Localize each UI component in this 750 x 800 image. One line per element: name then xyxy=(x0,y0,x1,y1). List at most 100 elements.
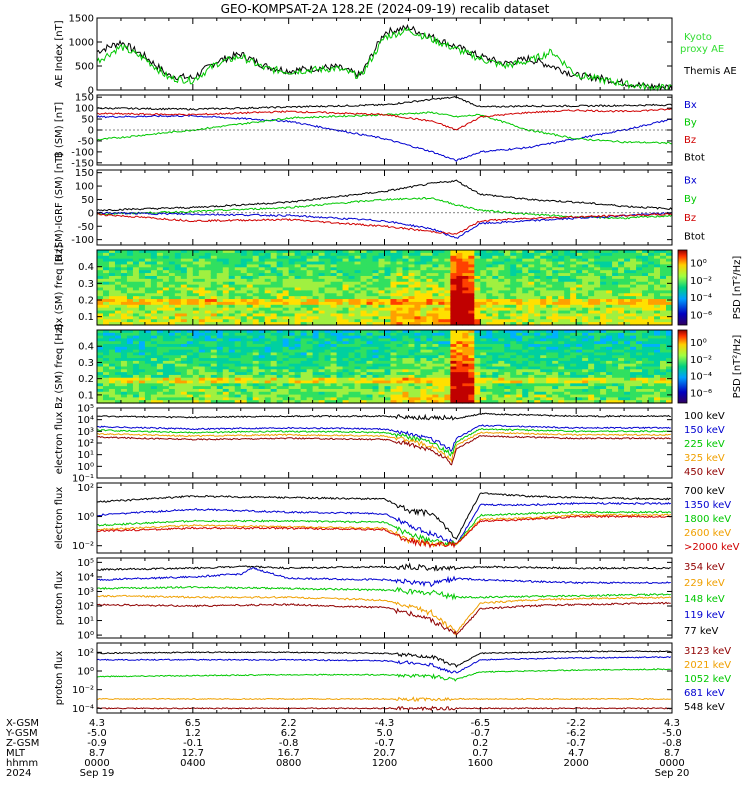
spectrogram-cell xyxy=(186,360,194,365)
spectrogram-cell xyxy=(180,313,188,317)
spectrogram-cell xyxy=(204,307,212,312)
spectrogram-cell xyxy=(204,372,212,376)
spectrogram-cell xyxy=(570,332,577,337)
spectrogram-cell xyxy=(222,358,230,362)
spectrogram-cell xyxy=(594,358,601,362)
spectrogram-cell xyxy=(510,270,517,274)
spectrogram-cell xyxy=(612,264,619,268)
spectrogram-cell xyxy=(150,281,158,286)
spectrogram-cell xyxy=(528,255,535,260)
spectrogram-cell xyxy=(576,296,583,300)
spectrogram-cell xyxy=(456,273,463,277)
spectrogram-cell xyxy=(360,273,368,277)
spectrogram-cell xyxy=(162,338,170,342)
spectrogram-cell xyxy=(300,299,308,303)
spectrogram-cell xyxy=(126,287,134,291)
spectrogram-cell xyxy=(252,304,260,309)
spectrogram-cell xyxy=(192,338,200,342)
spectrogram-cell xyxy=(420,281,428,286)
spectrogram-cell xyxy=(510,313,517,317)
spectrogram-cell xyxy=(360,275,368,280)
spectrogram-cell xyxy=(546,366,553,370)
spectrogram-cell xyxy=(468,287,475,291)
spectrogram-cell xyxy=(144,383,152,387)
spectrogram-cell xyxy=(546,332,553,337)
spectrogram-cell xyxy=(300,270,308,274)
spectrogram-cell xyxy=(234,264,242,268)
spectrogram-cell xyxy=(120,267,128,271)
spectrogram-cell xyxy=(444,338,451,342)
spectrogram-cell xyxy=(594,372,601,376)
spectrogram-cell xyxy=(204,281,212,286)
spectrogram-cell xyxy=(108,346,116,351)
spectrogram-cell xyxy=(444,261,451,266)
spectrogram-cell xyxy=(186,270,194,274)
spectrogram-cell xyxy=(288,273,296,277)
spectrogram-cell xyxy=(258,394,266,398)
spectrogram-cell xyxy=(558,316,565,320)
spectrogram-cell xyxy=(144,273,152,277)
spectrogram-cell xyxy=(438,290,445,294)
spectrogram-cell xyxy=(480,360,487,365)
spectrogram-cell xyxy=(210,310,218,315)
spectrogram-cell xyxy=(294,284,302,289)
spectrogram-cell xyxy=(612,307,619,312)
spectrogram-cell xyxy=(216,258,224,263)
spectrogram-cell xyxy=(204,374,212,379)
spectrogram-cell xyxy=(144,377,152,382)
spectrogram-cell xyxy=(228,284,236,289)
y-tick-label: 50 xyxy=(81,195,94,206)
spectrogram-cell xyxy=(120,335,128,340)
spectrogram-cell xyxy=(342,352,350,356)
spectrogram-cell xyxy=(378,349,386,354)
spectrogram-cell xyxy=(138,267,146,271)
spectrogram-cell xyxy=(144,397,152,401)
spectrogram-cell xyxy=(546,281,553,286)
spectrogram-cell xyxy=(234,313,242,317)
spectrogram-cell xyxy=(168,358,176,362)
spectrogram-cell xyxy=(204,397,212,401)
spectrogram-cell xyxy=(432,330,440,334)
spectrogram-cell xyxy=(252,346,260,351)
spectrogram-cell xyxy=(564,383,571,387)
spectrogram-cell xyxy=(270,355,278,359)
spectrogram-cell xyxy=(528,369,535,373)
spectrogram-cell xyxy=(396,316,404,320)
spectrogram-cell xyxy=(234,261,242,266)
spectrogram-cell xyxy=(132,296,140,300)
spectrogram-cell xyxy=(540,261,547,266)
spectrogram-cell xyxy=(216,316,224,320)
spectrogram-cell xyxy=(168,258,176,263)
spectrogram-cell xyxy=(438,281,445,286)
spectrogram-cell xyxy=(582,338,589,342)
spectrogram-cell xyxy=(132,330,140,334)
spectrogram-cell xyxy=(240,360,248,365)
spectrogram-cell xyxy=(492,332,499,337)
spectrogram-cell xyxy=(420,366,428,370)
spectrogram-cell xyxy=(648,284,655,289)
spectrogram-cell xyxy=(396,380,404,384)
spectrogram-cell xyxy=(204,349,212,354)
spectrogram-cell xyxy=(492,255,499,260)
spectrogram-cell xyxy=(168,278,176,283)
spectrogram-cell xyxy=(366,358,374,362)
spectrogram-cell xyxy=(372,267,380,271)
spectrogram-cell xyxy=(456,299,463,303)
spectrogram-cell xyxy=(588,304,595,309)
spectrogram-cell xyxy=(546,355,553,359)
spectrogram-cell xyxy=(402,299,410,303)
spectrogram-cell xyxy=(534,360,541,365)
spectrogram-cell xyxy=(300,252,308,257)
spectrogram-cell xyxy=(384,264,392,268)
spectrogram-cell xyxy=(462,250,469,254)
spectrogram-cell xyxy=(534,287,541,291)
spectrogram-cell xyxy=(426,391,434,396)
spectrogram-cell xyxy=(414,338,422,342)
spectrogram-cell xyxy=(348,400,356,404)
spectrogram-cell xyxy=(216,252,224,257)
spectrogram-cell xyxy=(390,258,398,263)
spectrogram-cell xyxy=(432,310,440,315)
spectrogram-cell xyxy=(438,304,445,309)
spectrogram-cell xyxy=(558,330,565,334)
spectrogram-cell xyxy=(402,380,410,384)
